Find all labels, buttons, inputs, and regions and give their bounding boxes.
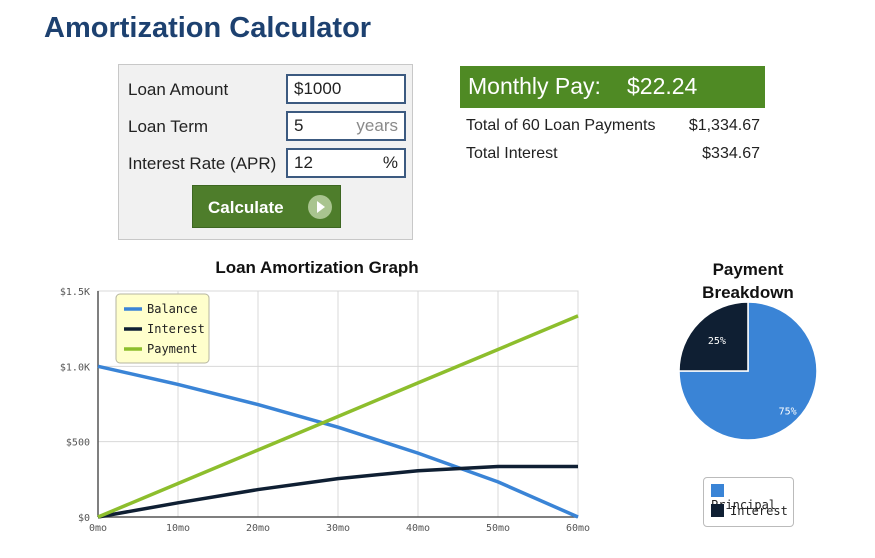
y-tick-label: $500 bbox=[66, 438, 90, 449]
total-interest-row: Total Interest $334.67 bbox=[466, 145, 760, 163]
interest-rate-value: 12 bbox=[294, 153, 313, 172]
x-tick-label: 30mo bbox=[326, 523, 350, 534]
pie-slice-principal bbox=[678, 301, 818, 441]
pie-legend-item-principal: Principal bbox=[711, 484, 793, 512]
x-tick-label: 60mo bbox=[566, 523, 590, 534]
loan-form: Loan Amount $1000 Loan Term 5 years Inte… bbox=[118, 64, 413, 240]
series-line-balance bbox=[97, 364, 579, 519]
legend-label-payment: Payment bbox=[147, 342, 198, 356]
principal-swatch bbox=[711, 484, 724, 497]
loan-amount-value: $1000 bbox=[294, 79, 342, 98]
total-payments-value: $1,334.67 bbox=[688, 117, 760, 134]
monthly-pay-banner: Monthly Pay: $22.24 bbox=[460, 66, 765, 108]
loan-term-input[interactable]: 5 years bbox=[286, 111, 406, 141]
pie-legend-label-principal: Principal bbox=[711, 498, 777, 512]
x-tick-label: 0mo bbox=[89, 523, 107, 534]
pie-chart-title: Payment Breakdown bbox=[702, 260, 794, 302]
series-line-interest bbox=[97, 464, 578, 519]
legend-label-balance: Balance bbox=[147, 302, 198, 316]
x-tick-label: 40mo bbox=[406, 523, 430, 534]
calculate-button-label: Calculate bbox=[208, 198, 284, 217]
legend-label-interest: Interest bbox=[147, 322, 205, 336]
play-circle-icon bbox=[308, 195, 332, 219]
loan-term-unit: years bbox=[356, 116, 398, 135]
y-tick-label: $1.5K bbox=[60, 287, 90, 298]
interest-swatch bbox=[711, 504, 724, 517]
total-interest-value: $334.67 bbox=[702, 145, 760, 162]
loan-term-label: Loan Term bbox=[128, 117, 209, 136]
calculate-button[interactable]: Calculate bbox=[192, 185, 341, 228]
interest-rate-input[interactable]: 12 % bbox=[286, 148, 406, 178]
y-tick-label: $1.0K bbox=[60, 362, 90, 373]
monthly-pay-value: $22.24 bbox=[627, 73, 698, 99]
total-interest-label: Total Interest bbox=[466, 145, 558, 162]
total-payments-row: Total of 60 Loan Payments $1,334.67 bbox=[466, 117, 760, 135]
y-tick-label: $0 bbox=[78, 513, 90, 524]
chart-legend: Balance Interest Payment bbox=[115, 293, 210, 364]
page-title: Amortization Calculator bbox=[44, 12, 372, 44]
amortization-chart-title: Loan Amortization Graph bbox=[215, 258, 419, 277]
x-tick-label: 20mo bbox=[246, 523, 270, 534]
pie-label-interest: 25% bbox=[708, 336, 726, 347]
series-line-payment bbox=[97, 314, 579, 519]
loan-amount-input[interactable]: $1000 bbox=[286, 74, 406, 104]
amortization-chart: $0 $500 $1.0K $1.5K 0mo 10mo 20mo 30mo 40mo 50mo 6… bbox=[60, 287, 590, 534]
pie-label-principal: 75% bbox=[779, 407, 797, 418]
pie-slice-interest bbox=[678, 301, 749, 372]
x-tick-label: 10mo bbox=[166, 523, 190, 534]
monthly-pay-label: Monthly Pay: bbox=[468, 73, 601, 99]
loan-term-value: 5 bbox=[294, 116, 304, 135]
x-tick-label: 50mo bbox=[486, 523, 510, 534]
legend-box bbox=[115, 293, 210, 364]
pie-legend-label-interest: Interest bbox=[730, 504, 788, 518]
pie-legend-item-interest: Interest bbox=[711, 504, 788, 518]
interest-rate-unit: % bbox=[382, 153, 398, 172]
total-payments-label: Total of 60 Loan Payments bbox=[466, 117, 656, 134]
payment-breakdown-pie: 75% 25% bbox=[678, 301, 818, 441]
interest-rate-label: Interest Rate (APR) bbox=[128, 154, 277, 173]
pie-legend: Principal Interest bbox=[703, 477, 794, 527]
loan-amount-label: Loan Amount bbox=[128, 80, 229, 99]
